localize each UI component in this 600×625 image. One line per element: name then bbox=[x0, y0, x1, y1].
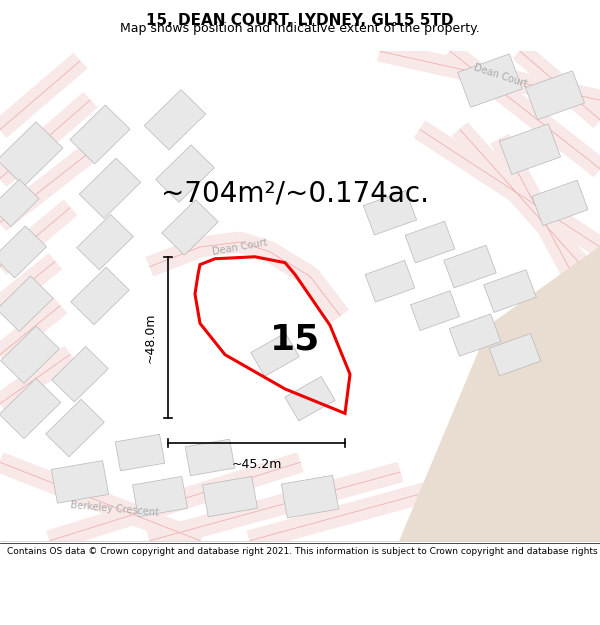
Polygon shape bbox=[405, 221, 455, 263]
Polygon shape bbox=[0, 347, 76, 412]
Polygon shape bbox=[285, 377, 335, 421]
Polygon shape bbox=[0, 93, 97, 186]
Polygon shape bbox=[0, 54, 86, 137]
Polygon shape bbox=[410, 291, 460, 331]
Text: Dean Court: Dean Court bbox=[212, 238, 268, 257]
Polygon shape bbox=[47, 453, 303, 550]
Polygon shape bbox=[185, 439, 235, 476]
Polygon shape bbox=[458, 54, 523, 107]
Text: Contains OS data © Crown copyright and database right 2021. This information is : Contains OS data © Crown copyright and d… bbox=[7, 546, 600, 556]
Polygon shape bbox=[444, 245, 496, 288]
Polygon shape bbox=[449, 314, 501, 356]
Polygon shape bbox=[162, 200, 218, 255]
Polygon shape bbox=[0, 254, 61, 313]
Text: ~48.0m: ~48.0m bbox=[143, 312, 157, 362]
Polygon shape bbox=[46, 399, 104, 457]
Polygon shape bbox=[71, 268, 130, 324]
Polygon shape bbox=[0, 378, 61, 439]
Polygon shape bbox=[247, 462, 503, 550]
Polygon shape bbox=[52, 346, 108, 402]
Text: 15, DEAN COURT, LYDNEY, GL15 5TD: 15, DEAN COURT, LYDNEY, GL15 5TD bbox=[146, 12, 454, 28]
Polygon shape bbox=[70, 105, 130, 164]
Polygon shape bbox=[79, 158, 141, 218]
Polygon shape bbox=[281, 475, 338, 518]
Text: Map shows position and indicative extent of the property.: Map shows position and indicative extent… bbox=[120, 22, 480, 35]
Text: Berkeley Crescent: Berkeley Crescent bbox=[70, 501, 160, 518]
Polygon shape bbox=[0, 276, 53, 331]
Polygon shape bbox=[146, 232, 348, 321]
Polygon shape bbox=[514, 44, 600, 127]
Polygon shape bbox=[0, 137, 106, 230]
Polygon shape bbox=[0, 226, 47, 278]
Polygon shape bbox=[148, 462, 403, 550]
Polygon shape bbox=[0, 179, 39, 226]
Polygon shape bbox=[77, 214, 133, 270]
Polygon shape bbox=[0, 201, 77, 274]
Polygon shape bbox=[452, 123, 600, 292]
Polygon shape bbox=[1, 326, 59, 383]
Polygon shape bbox=[0, 122, 63, 186]
Polygon shape bbox=[526, 71, 584, 120]
Polygon shape bbox=[0, 453, 204, 550]
Polygon shape bbox=[532, 180, 588, 226]
Polygon shape bbox=[491, 135, 600, 330]
Polygon shape bbox=[489, 334, 541, 376]
Polygon shape bbox=[0, 298, 67, 362]
Polygon shape bbox=[115, 434, 165, 471]
Polygon shape bbox=[365, 261, 415, 302]
Text: ~45.2m: ~45.2m bbox=[232, 458, 281, 471]
Text: Dean Court: Dean Court bbox=[472, 62, 528, 89]
Polygon shape bbox=[133, 476, 187, 517]
Polygon shape bbox=[52, 461, 109, 503]
Polygon shape bbox=[400, 247, 600, 541]
Polygon shape bbox=[499, 124, 560, 174]
Text: ~704m²/~0.174ac.: ~704m²/~0.174ac. bbox=[161, 179, 429, 207]
Polygon shape bbox=[484, 270, 536, 312]
Polygon shape bbox=[444, 44, 600, 176]
Polygon shape bbox=[203, 476, 257, 517]
Polygon shape bbox=[378, 42, 600, 110]
Polygon shape bbox=[251, 333, 299, 376]
Polygon shape bbox=[364, 191, 416, 235]
Polygon shape bbox=[155, 145, 214, 202]
Text: 15: 15 bbox=[270, 323, 320, 357]
Polygon shape bbox=[144, 89, 206, 150]
Polygon shape bbox=[415, 121, 600, 255]
